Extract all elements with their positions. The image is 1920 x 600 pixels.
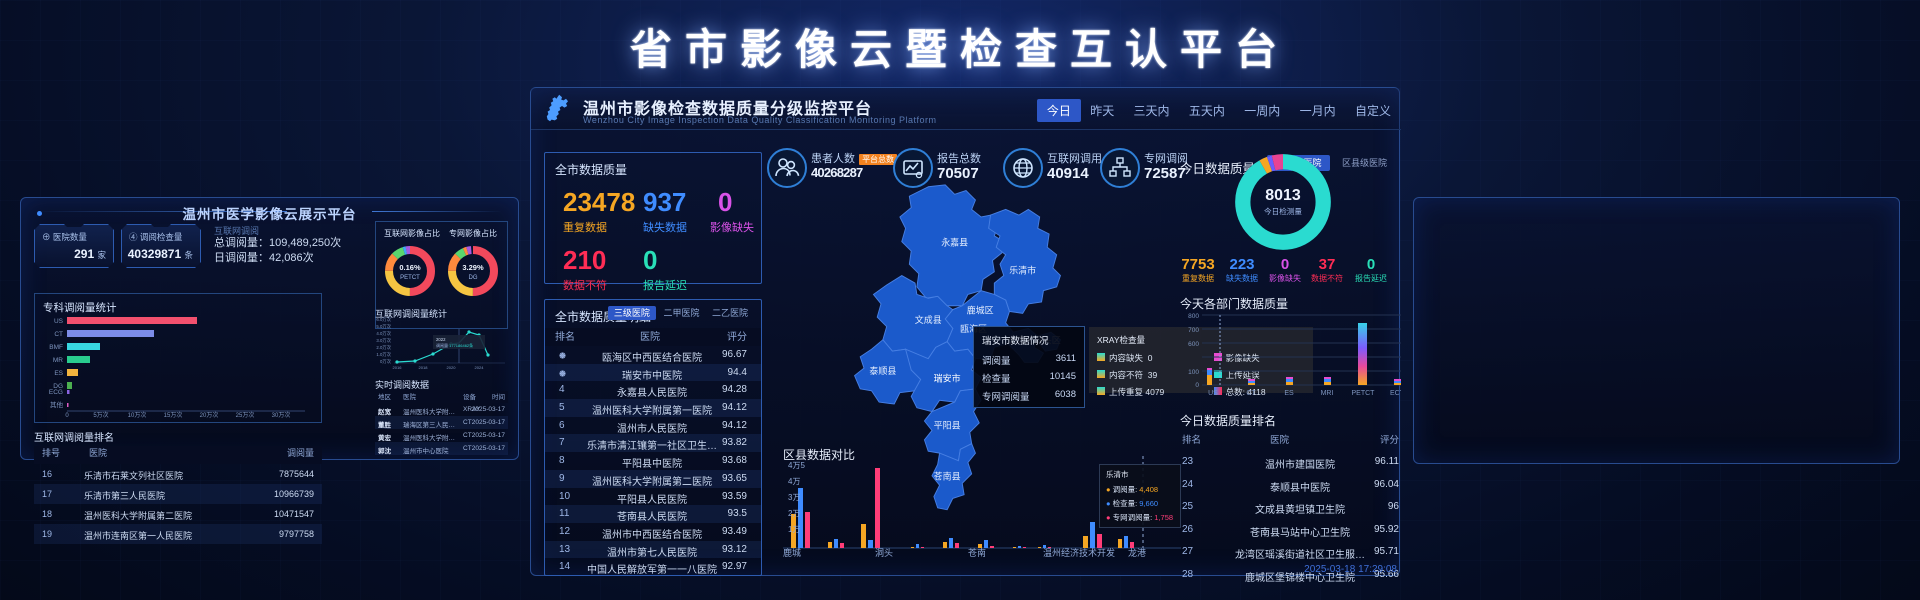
svg-text:5.0万次: 5.0万次: [376, 323, 391, 330]
svg-text:今日检测量: 今日检测量: [1264, 206, 1302, 216]
svg-text:MRI: MRI: [1321, 390, 1334, 397]
svg-text:20万次: 20万次: [200, 411, 219, 419]
svg-text:700: 700: [1188, 327, 1199, 334]
svg-text:4.0万次: 4.0万次: [376, 330, 391, 337]
svg-text:800: 800: [1188, 313, 1199, 320]
svg-text:0: 0: [65, 413, 69, 419]
svg-text:其他: 其他: [50, 400, 64, 409]
svg-text:BMF: BMF: [49, 344, 63, 351]
svg-text:US: US: [54, 318, 64, 325]
svg-text:2.0万次: 2.0万次: [376, 344, 391, 351]
svg-text:DG: DG: [469, 275, 478, 281]
svg-text:ES: ES: [1284, 390, 1294, 397]
svg-text:2016: 2016: [393, 365, 403, 370]
svg-text:平阳县: 平阳县: [934, 421, 961, 431]
svg-text:MR: MR: [53, 357, 63, 364]
svg-text:PETCT: PETCT: [400, 275, 420, 281]
svg-text:鹿城区: 鹿城区: [967, 304, 994, 315]
svg-text:ES: ES: [54, 370, 63, 377]
svg-text:8013: 8013: [1265, 187, 1301, 204]
svg-text:US: US: [1208, 390, 1218, 397]
svg-text:30万次: 30万次: [272, 411, 291, 419]
svg-text:瑞安市: 瑞安市: [934, 372, 961, 383]
svg-text:1.0万次: 1.0万次: [376, 351, 391, 358]
svg-text:100: 100: [1188, 369, 1199, 376]
svg-text:15万次: 15万次: [164, 411, 183, 419]
svg-text:6.0万次: 6.0万次: [376, 317, 391, 323]
svg-text:3.29%: 3.29%: [462, 263, 484, 272]
svg-text:乐清市: 乐清市: [1009, 265, 1036, 276]
svg-text:ECG: ECG: [49, 389, 63, 396]
svg-text:PETCT: PETCT: [1352, 390, 1376, 397]
svg-text:2018: 2018: [419, 365, 429, 370]
svg-text:10万次: 10万次: [128, 411, 147, 419]
svg-text:0.16%: 0.16%: [399, 263, 421, 272]
svg-text:2024: 2024: [475, 365, 485, 370]
svg-text:泰顺县: 泰顺县: [869, 365, 896, 376]
svg-text:永嘉县: 永嘉县: [941, 236, 968, 247]
svg-text:2022: 2022: [436, 337, 446, 342]
svg-text:调阅量 177186462条: 调阅量 177186462条: [436, 342, 473, 348]
svg-text:文成县: 文成县: [915, 314, 942, 325]
svg-text:0: 0: [1195, 382, 1199, 389]
svg-text:25万次: 25万次: [236, 411, 255, 419]
svg-text:CT: CT: [1246, 390, 1256, 397]
svg-text:0万次: 0万次: [380, 358, 392, 365]
svg-text:2020: 2020: [447, 365, 457, 370]
svg-text:CT: CT: [54, 331, 63, 338]
svg-text:ECT: ECT: [1390, 390, 1401, 397]
svg-text:600: 600: [1188, 341, 1199, 348]
svg-text:5万次: 5万次: [93, 411, 108, 419]
svg-text:3.0万次: 3.0万次: [376, 337, 391, 344]
